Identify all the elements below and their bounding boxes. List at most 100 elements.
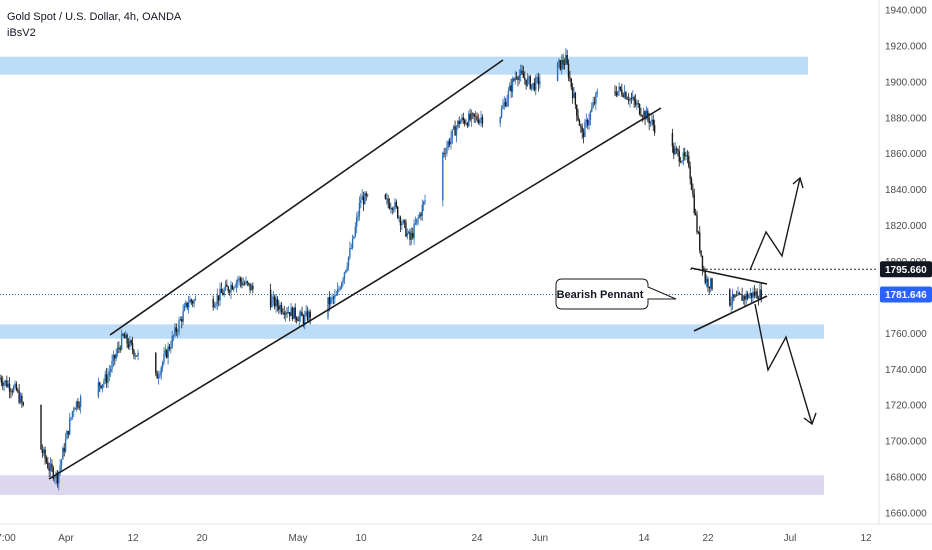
candle-body bbox=[170, 347, 172, 349]
channel-upper-line[interactable] bbox=[109, 59, 504, 336]
candle-body bbox=[278, 305, 280, 310]
candle-body bbox=[349, 248, 351, 257]
candle-body bbox=[123, 334, 126, 339]
candle-body bbox=[228, 291, 231, 293]
candle-body bbox=[358, 202, 361, 216]
candle-body bbox=[701, 255, 704, 269]
candle-body bbox=[480, 117, 482, 120]
time-tick-label: 10 bbox=[355, 533, 367, 544]
candle-body bbox=[403, 220, 406, 223]
zone-blue-1 bbox=[0, 324, 824, 339]
candle-body bbox=[692, 189, 694, 195]
candle-body bbox=[70, 417, 72, 420]
candle-body bbox=[327, 297, 329, 318]
candle-body bbox=[22, 402, 24, 406]
candle-body bbox=[470, 113, 473, 120]
candle-body bbox=[356, 217, 358, 227]
candle-body bbox=[227, 286, 229, 292]
level-price-tag-text: 1795.660 bbox=[885, 265, 927, 276]
candle-body bbox=[733, 294, 735, 298]
candle-body bbox=[287, 312, 290, 314]
price-tags: 1795.660 1781.646 bbox=[880, 261, 932, 303]
bearish-arrowhead bbox=[803, 412, 817, 426]
candle-body bbox=[734, 295, 736, 298]
candle-body bbox=[176, 331, 179, 333]
candle-body bbox=[181, 318, 183, 322]
candle-body bbox=[340, 282, 343, 289]
price-tick-label: 1920.000 bbox=[885, 41, 927, 52]
candle-body bbox=[394, 201, 396, 209]
candle-body bbox=[693, 194, 695, 214]
candle-body bbox=[0, 378, 1, 380]
price-axis[interactable]: 1940.000 1920.000 1900.000 1880.000 1860.000… bbox=[878, 0, 932, 524]
candle-body bbox=[164, 350, 167, 355]
candle-body bbox=[401, 223, 403, 226]
candle-body bbox=[699, 232, 701, 251]
candle-body bbox=[331, 297, 333, 299]
candle-body bbox=[212, 298, 214, 308]
symbol-title[interactable]: Gold Spot / U.S. Dollar, 4h, OANDA bbox=[7, 11, 182, 23]
candle-body bbox=[330, 297, 332, 305]
candle-body bbox=[250, 285, 253, 291]
pennant-upper-line[interactable] bbox=[690, 267, 768, 285]
candle-body bbox=[293, 307, 295, 320]
candle-body bbox=[167, 346, 169, 358]
current-price-tag bbox=[880, 286, 932, 303]
candle-body bbox=[580, 125, 582, 128]
price-tick-label: 1820.000 bbox=[885, 221, 927, 232]
candle-body bbox=[391, 208, 393, 211]
candle-body bbox=[679, 161, 682, 163]
time-tick-label: May bbox=[289, 533, 308, 544]
candle-body bbox=[632, 97, 634, 99]
candle-body bbox=[131, 343, 134, 351]
candle-body bbox=[413, 223, 415, 238]
candle-body bbox=[52, 467, 54, 479]
candle-body bbox=[249, 283, 251, 291]
bearish-pennant-callout[interactable]: Bearish Pennant bbox=[555, 278, 677, 310]
candle-body bbox=[174, 327, 176, 336]
candle-body bbox=[474, 116, 477, 118]
candle-body bbox=[248, 282, 250, 284]
candle-body bbox=[466, 123, 469, 126]
candle-body bbox=[301, 311, 303, 317]
candle-body bbox=[585, 120, 587, 123]
price-tick-label: 1900.000 bbox=[885, 77, 927, 88]
trend-drawings[interactable] bbox=[48, 59, 817, 480]
candle-body bbox=[8, 383, 11, 392]
candle-body bbox=[526, 77, 529, 86]
candle-body bbox=[122, 334, 124, 336]
bearish-projection-arrow[interactable] bbox=[754, 303, 813, 425]
candle-body bbox=[625, 92, 627, 99]
candle-body bbox=[577, 115, 579, 121]
candle-body bbox=[395, 201, 398, 207]
candle-body bbox=[595, 93, 597, 104]
candle-body bbox=[15, 383, 18, 391]
candle-body bbox=[328, 297, 331, 305]
indicator-label[interactable]: iBsV2 bbox=[7, 27, 36, 39]
candle-body bbox=[69, 419, 71, 435]
channel-lower-line[interactable] bbox=[48, 107, 662, 480]
candle-body bbox=[220, 288, 223, 293]
candle-body bbox=[309, 311, 311, 318]
callout-text: Bearish Pennant bbox=[557, 289, 644, 301]
candle-body bbox=[696, 214, 698, 233]
candle-body bbox=[77, 401, 79, 407]
pennant-lower-line[interactable] bbox=[693, 295, 768, 332]
candle-body bbox=[155, 352, 157, 374]
candle-body bbox=[629, 98, 631, 101]
candle-body bbox=[752, 291, 754, 298]
candle-body bbox=[593, 102, 596, 104]
time-axis[interactable]: 7:00 Apr 12 20 May 10 24 Jun 14 22 Jul 12 bbox=[0, 523, 932, 544]
bullish-projection-arrow[interactable] bbox=[749, 177, 801, 271]
candle-body bbox=[172, 335, 175, 337]
candle-body bbox=[272, 296, 275, 300]
candle-body bbox=[641, 115, 644, 117]
candle-body bbox=[477, 120, 480, 124]
candle-body bbox=[338, 288, 340, 290]
candle-body bbox=[339, 288, 341, 290]
candle-body bbox=[686, 155, 689, 157]
candle-body bbox=[507, 90, 510, 101]
candle-body bbox=[409, 231, 411, 240]
